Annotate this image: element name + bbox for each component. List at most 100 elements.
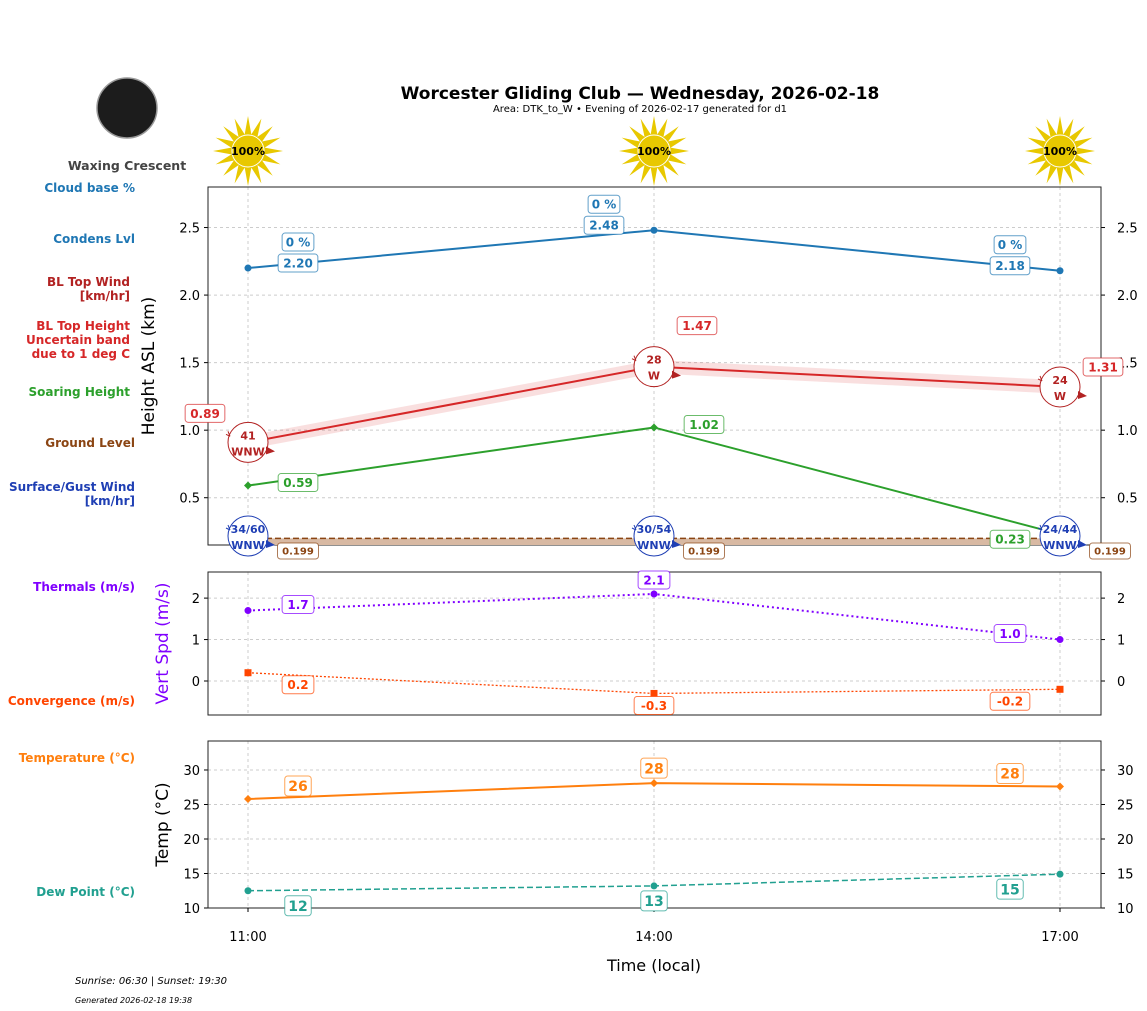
wind-arrow-icon [672, 370, 681, 379]
condensation-label-box [583, 215, 625, 235]
bl-wind-marker: 41 WNW [225, 421, 275, 463]
convergence-label: -0.2 [997, 695, 1023, 709]
cloud-base-label-box [993, 235, 1027, 255]
y-tick-label-right: 10 [1117, 902, 1134, 917]
surface-wind-speed: 30/54 [637, 523, 672, 536]
soaring-label: 0.23 [995, 533, 1025, 547]
y-tick-label: 0.5 [179, 492, 200, 507]
moon-phase: Waxing Crescent [68, 158, 186, 173]
chart-title: Worcester Gliding Club — Wednesday, 2026… [401, 84, 880, 104]
cloud-base-label: 0 % [592, 198, 617, 212]
side-label-dew_point: Dew Point (°C) [36, 885, 135, 899]
sun-times: Sunrise: 06:30 | Sunset: 19:30 [75, 976, 227, 987]
soaring-label: 1.02 [689, 418, 719, 432]
surface-wind-marker: 30/54 WNW [631, 515, 681, 557]
y-tick-label-right: 25 [1117, 798, 1134, 813]
surface-wind-circle [1039, 515, 1081, 557]
bl-top-label-box [1082, 357, 1124, 377]
side-label-bl_height: Uncertain band [26, 333, 130, 347]
condensation-label: 2.20 [283, 256, 313, 270]
dew-point-label-box [284, 895, 312, 917]
cloud-base-label: 0 % [998, 238, 1023, 252]
surface-wind-direction: WNW [231, 539, 264, 552]
y-tick-label-right: 15 [1117, 867, 1134, 882]
side-label-soaring: Soaring Height [29, 385, 131, 399]
ground-label-box [1089, 542, 1131, 560]
temperature-label: 26 [288, 779, 307, 795]
convergence-point [244, 669, 252, 677]
dew-point-label: 13 [644, 894, 663, 910]
x-tick-label: 14:00 [635, 930, 672, 945]
side-label-thermals: Thermals (m/s) [33, 580, 135, 594]
x-axis-label: Time (local) [606, 956, 701, 975]
condensation-label-box [989, 256, 1031, 276]
dew-point-label-box [996, 878, 1024, 900]
soaring-label-box [277, 473, 319, 493]
thermal-label: 2.1 [643, 573, 664, 587]
sun-percent: 100% [1043, 145, 1077, 158]
sun-percent: 100% [637, 145, 671, 158]
bl-wind-direction: W [1054, 390, 1066, 403]
convergence-label: -0.3 [641, 699, 667, 713]
side-label-surface_wind: [km/hr] [85, 494, 135, 508]
y-tick-label: 0 [192, 675, 200, 690]
temperature-label: 28 [644, 761, 663, 777]
y-tick-label: 25 [183, 798, 200, 813]
ground-label: 0.199 [282, 547, 314, 558]
side-label-bl_wind: [km/hr] [80, 289, 130, 303]
bl-top-label: 0.89 [190, 407, 220, 421]
y-tick-label-right: 1.0 [1117, 424, 1138, 439]
chart-subtitle: Area: DTK_to_W • Evening of 2026-02-17 g… [493, 104, 787, 115]
y-tick-label: 1.0 [179, 424, 200, 439]
bl-wind-speed: 28 [646, 354, 661, 367]
y-tick-label-right: 2.5 [1117, 222, 1138, 237]
sun-icon: 100% [619, 116, 689, 186]
side-label-bl_height: due to 1 deg C [32, 347, 131, 361]
soaring-label-box [683, 414, 725, 434]
thermals-point [1056, 636, 1064, 644]
side-label-cloud_base: Cloud base % [44, 181, 135, 195]
side-label-temperature: Temperature (°C) [19, 751, 135, 765]
wind-barb-icon [631, 524, 637, 531]
wind-arrow-icon [266, 540, 275, 548]
y-tick-label-right: 0 [1117, 675, 1125, 690]
convergence-point [1056, 685, 1064, 693]
condensation-label: 2.18 [995, 259, 1025, 273]
y-tick-label: 2 [192, 592, 200, 607]
wind-arrow-icon [1078, 390, 1087, 399]
bl-wind-circle [633, 346, 675, 388]
y-tick-label: 1.5 [179, 357, 200, 372]
convergence-label-box [989, 691, 1031, 711]
bl-top-label: 1.47 [682, 319, 712, 333]
soaring-label: 0.59 [283, 476, 313, 490]
bl-wind-circle [227, 421, 269, 463]
soaring-height-point [650, 423, 658, 432]
surface-wind-direction: WNW [637, 539, 670, 552]
convergence-label: 0.2 [287, 678, 308, 692]
y-tick-label: 2.0 [179, 289, 200, 304]
wind-barb-icon [631, 355, 637, 362]
bl-uncertainty-band [248, 359, 1060, 450]
bl-wind-direction: W [648, 370, 660, 383]
temperature-point [650, 779, 658, 788]
sun-disc [637, 134, 671, 168]
surface-wind-circle [633, 515, 675, 557]
side-label-surface_wind: Surface/Gust Wind [9, 480, 135, 494]
y-tick-label-right: 2 [1117, 592, 1125, 607]
y-tick-label: 20 [183, 833, 200, 848]
dew-point-point [1056, 870, 1064, 878]
sun-disc [231, 134, 265, 168]
temperature-label-box [996, 763, 1024, 785]
wind-barb-icon [225, 431, 231, 437]
y-tick-label-right: 20 [1117, 833, 1134, 848]
side-label-bl_height: BL Top Height [36, 319, 130, 333]
wind-barb-icon [1037, 524, 1043, 531]
wind-barb-icon [1037, 375, 1043, 382]
surface-wind-direction: WNW [1043, 539, 1076, 552]
thermal-label: 1.0 [999, 627, 1020, 641]
thermals-point [244, 607, 252, 615]
bl-wind-marker: 24 W [1037, 366, 1087, 408]
bl-top-label: 1.31 [1088, 360, 1118, 374]
y-tick-label-right: 0.5 [1117, 492, 1138, 507]
y-tick-label: 1 [192, 634, 200, 649]
